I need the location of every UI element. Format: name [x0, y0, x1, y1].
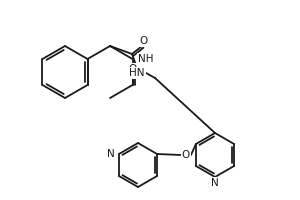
Text: N: N	[211, 178, 219, 188]
Text: O: O	[139, 36, 147, 46]
Text: HN: HN	[129, 68, 145, 78]
Text: O: O	[128, 64, 137, 74]
Text: N: N	[107, 149, 115, 159]
Text: NH: NH	[137, 54, 153, 64]
Text: O: O	[182, 150, 190, 160]
